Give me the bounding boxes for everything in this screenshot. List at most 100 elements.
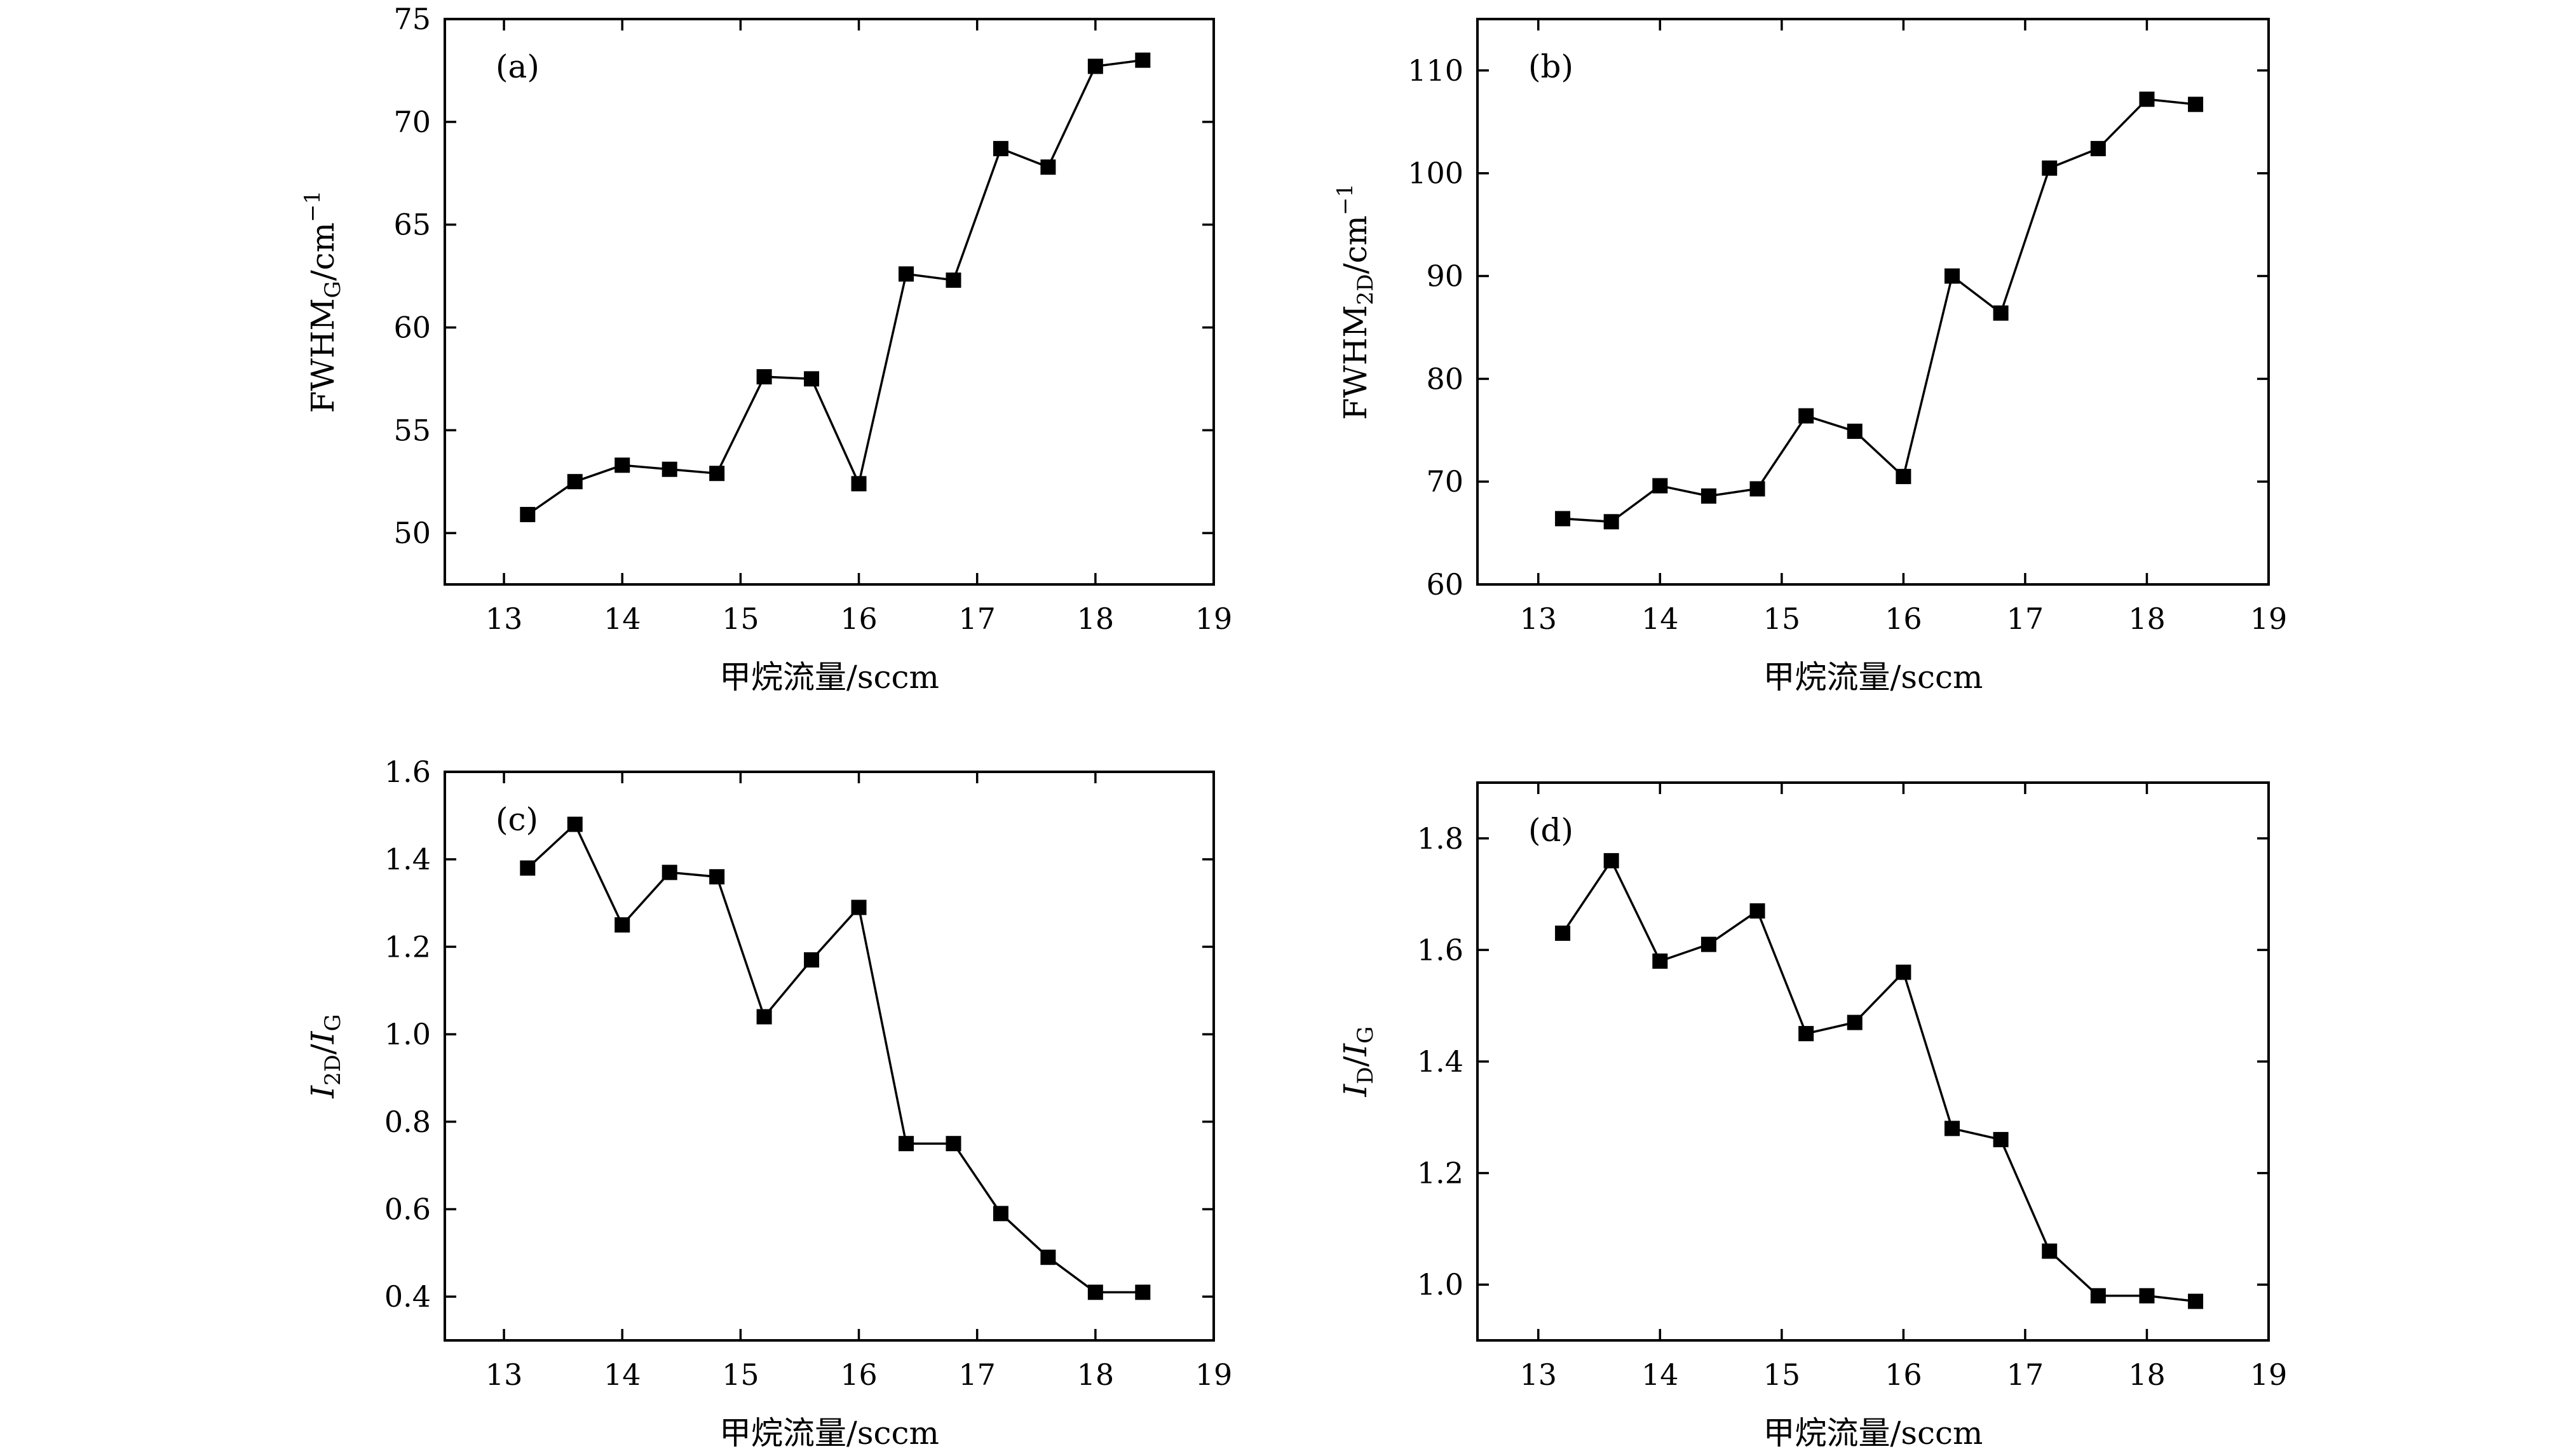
panel-b-data-point — [1652, 478, 1668, 494]
panel-d-y-tick-label: 1.2 — [1417, 1156, 1463, 1190]
panel-b-data-point — [1993, 305, 2009, 321]
panel-d-x-tick-label: 19 — [2250, 1358, 2288, 1392]
panel-b: 13 14 15 16 17 18 19 60 70 80 90 100 110 甲烷流量/sccm FWH… — [1333, 18, 2288, 696]
panel-c-x-tick-label: 16 — [840, 1358, 878, 1392]
panel-b-data-point — [1603, 514, 1619, 530]
panel-b-data-point — [1749, 481, 1765, 497]
panel-a-y-tick-label: 75 — [393, 2, 431, 36]
panel-b-plot-frame — [1476, 18, 2270, 586]
panel-a-y-axis-label: FWHMG/cm−1 — [300, 191, 346, 413]
panel-a-y-axis-label-part: −1 — [300, 191, 325, 222]
panel-d-data-point — [1555, 926, 1571, 941]
panel-b-y-axis-label-part: FWHM — [1337, 305, 1374, 420]
panel-c-label: (c) — [496, 801, 538, 838]
panel-a-x-tick-label: 17 — [958, 602, 996, 636]
panel-b-data-point — [2090, 140, 2106, 156]
panel-a-x-tick-label: 16 — [840, 602, 878, 636]
panel-b-data-point — [2139, 91, 2155, 107]
panel-c-y-tick-label: 0.4 — [384, 1279, 431, 1314]
panel-b-y-axis-label-part: /cm — [1337, 215, 1374, 274]
panel-b-data-point — [2042, 160, 2058, 176]
panel-a-data-point — [1135, 52, 1151, 68]
panel-d-data-point — [2090, 1288, 2106, 1304]
panel-c-y-tick-label: 1.2 — [384, 929, 431, 964]
panel-b-label: (b) — [1528, 48, 1573, 85]
panel-c-x-tick-label: 14 — [604, 1358, 641, 1392]
panel-a-data-point — [804, 371, 820, 387]
panel-b-y-axis-label-part: 2D — [1353, 274, 1378, 305]
panel-a-y-tick-label: 60 — [393, 310, 431, 344]
panel-b-y-tick-label: 80 — [1426, 361, 1463, 396]
panel-b-y-tick-label: 110 — [1408, 53, 1463, 88]
panel-c-y-tick-label: 0.6 — [384, 1192, 431, 1226]
panel-a-y-axis-label-part: FWHM — [304, 298, 341, 413]
panel-d-data-point — [1749, 903, 1765, 919]
panel-a-data-point — [851, 476, 867, 492]
panel-c-plot-frame — [444, 771, 1215, 1342]
panel-d-x-tick-label: 15 — [1763, 1358, 1801, 1392]
panel-d-y-tick-label: 1.0 — [1417, 1267, 1463, 1302]
panel-c-x-tick-label: 19 — [1195, 1358, 1233, 1392]
panel-a-x-tick-label: 14 — [604, 602, 641, 636]
panel-b-x-axis-label: 甲烷流量/sccm — [1763, 659, 1983, 696]
panel-d-y-axis-label: ID/IG — [1337, 1027, 1378, 1098]
panel-d-y-tick-label: 1.4 — [1417, 1044, 1463, 1079]
panel-b-x-tick-label: 13 — [1519, 602, 1557, 636]
panel-a-y-tick-label: 70 — [393, 105, 431, 139]
panel-a-series-line — [527, 58, 1143, 516]
panel-c-y-tick-label: 1.0 — [384, 1017, 431, 1051]
panel-d-series-line — [1561, 858, 2196, 1303]
panel-b-x-tick-label: 15 — [1763, 602, 1801, 636]
panel-b-y-axis-label-part: −1 — [1333, 184, 1358, 215]
panel-a-data-point — [709, 466, 725, 482]
panel-d-y-axis-label-part: I — [1337, 1083, 1374, 1097]
panel-c-data-point — [662, 865, 677, 880]
panel-a-data-point — [520, 506, 536, 522]
panel-c-y-axis-label-part: G — [320, 1014, 346, 1031]
panel-c-y-axis-label: I2D/IG — [304, 1014, 346, 1098]
panel-c-y-tick-label: 1.4 — [384, 842, 431, 877]
panel-c-x-tick-label: 17 — [958, 1358, 996, 1392]
panel-c-data-point — [520, 860, 536, 876]
panel-d: 13 14 15 16 17 18 19 1.0 1.2 1.4 1.6 1.8 甲烷流量/sccm ID… — [1337, 781, 2288, 1452]
panel-c-y-axis-label-part: 2D — [320, 1055, 346, 1086]
panel-a-x-tick-label: 18 — [1077, 602, 1115, 636]
panel-b-data-point — [1847, 423, 1863, 439]
panel-c-data-point — [709, 869, 725, 885]
panel-c-y-tick-label: 1.6 — [384, 755, 431, 789]
panel-c-data-point — [993, 1206, 1008, 1222]
panel-d-data-point — [2042, 1243, 2058, 1259]
panel-d-data-point — [1896, 964, 1911, 980]
panel-a-x-tick-label: 19 — [1195, 602, 1233, 636]
panel-b-x-tick-label: 17 — [2007, 602, 2044, 636]
panel-d-data-point — [1603, 853, 1619, 868]
panel-c-data-point — [1040, 1250, 1056, 1265]
panel-b-y-tick-label: 70 — [1426, 464, 1463, 499]
panel-c-data-point — [851, 900, 867, 915]
panel-d-data-point — [1945, 1121, 1960, 1136]
panel-a-data-point — [1087, 58, 1103, 74]
panel-a-y-tick-label: 55 — [393, 413, 431, 447]
panel-c-data-point — [946, 1136, 961, 1152]
panel-d-y-axis-label-part: / — [1337, 1056, 1374, 1067]
panel-c-data-point — [804, 952, 820, 968]
panel-d-x-tick-label: 16 — [1885, 1358, 1922, 1392]
panel-c-y-axis-label-part: / — [304, 1044, 341, 1055]
panel-a: 13 14 15 16 17 18 19 50 55 60 65 70 75 甲烷流量/sccm FWHMG… — [300, 2, 1232, 696]
panel-c: 13 14 15 16 17 18 19 0.4 0.6 0.8 1.0 1.2 1.4 1.6 甲烷流量/… — [304, 755, 1232, 1452]
panel-d-data-point — [2188, 1293, 2204, 1309]
panel-d-data-point — [1847, 1014, 1863, 1030]
panel-b-x-tick-label: 19 — [2250, 602, 2288, 636]
panel-a-y-tick-label: 50 — [393, 516, 431, 550]
panel-b-data-point — [1555, 511, 1571, 527]
panel-c-data-point — [756, 1009, 772, 1025]
panel-d-data-point — [1652, 953, 1668, 969]
panel-c-y-axis-label-part: I — [304, 1030, 341, 1044]
panel-d-data-point — [2139, 1288, 2155, 1304]
panel-a-y-axis-label-part: /cm — [304, 222, 341, 281]
panel-a-y-tick-label: 65 — [393, 208, 431, 242]
panel-c-x-tick-label: 13 — [485, 1358, 523, 1392]
panel-d-y-tick-label: 1.8 — [1417, 821, 1463, 856]
panel-a-label: (a) — [496, 48, 540, 85]
